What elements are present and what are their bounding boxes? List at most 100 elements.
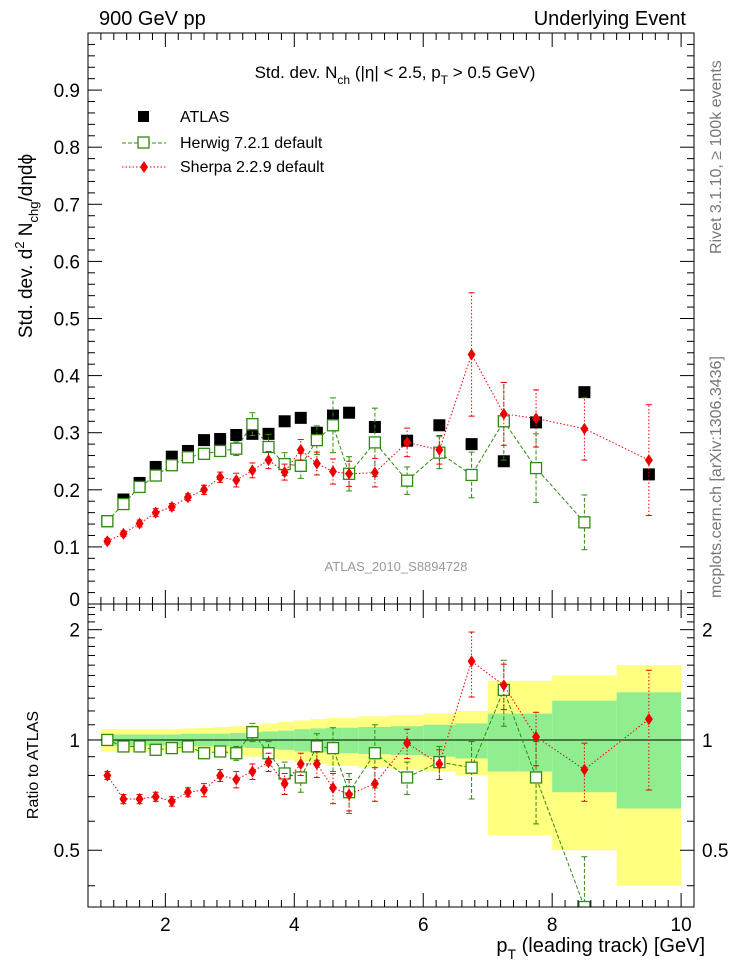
legend-sherpa-marker xyxy=(140,161,148,173)
main-herwig-point xyxy=(368,436,382,449)
legend-atlas-label: ATLAS xyxy=(180,109,230,126)
main-atlas-point xyxy=(497,455,510,468)
ratio-plot-panel: 0.5 0.5 1 1 2 2 2 4 6 8 10 Ratio to ATLAS pT (lead… xyxy=(25,603,728,962)
ratio-y-tick-label-left: 1 xyxy=(69,731,80,752)
ratio-sherpa-point xyxy=(119,792,128,805)
ratio-sherpa-point xyxy=(644,713,653,726)
analysis-category-label: Underlying Event xyxy=(533,8,686,30)
main-atlas-point xyxy=(294,411,307,424)
main-y-tick-label: 0.4 xyxy=(54,367,81,388)
ratio-herwig-point xyxy=(165,741,178,755)
main-herwig-point xyxy=(400,474,414,487)
ratio-herwig-point xyxy=(246,726,259,739)
ratio-sherpa-point xyxy=(216,769,225,782)
main-y-tick-label: 0.3 xyxy=(54,424,80,445)
main-sherpa-point xyxy=(248,464,257,477)
main-y-axis-label: Std. dev. d2 Nchg/dηdϕ xyxy=(12,154,41,338)
main-herwig-point xyxy=(197,447,211,460)
main-sherpa-point xyxy=(312,457,321,470)
main-herwig-point xyxy=(165,459,178,472)
main-sherpa-point xyxy=(467,348,476,361)
ratio-sherpa-point xyxy=(580,763,589,776)
ratio-sherpa-point xyxy=(103,769,112,782)
main-sherpa-point xyxy=(264,454,273,467)
ratio-stat-uncertainty-band xyxy=(342,727,359,754)
ratio-stat-uncertainty-band xyxy=(552,700,617,793)
main-title: Std. dev. Nch (|η| < 2.5, pT > 0.5 GeV) xyxy=(255,63,536,87)
ratio-sherpa-point xyxy=(328,781,337,794)
main-atlas-point xyxy=(262,427,275,440)
main-sherpa-point xyxy=(200,483,209,496)
ratio-herwig-point xyxy=(578,900,591,907)
ratio-herwig-point xyxy=(197,747,211,760)
main-sherpa-point xyxy=(135,517,144,530)
ratio-herwig-point xyxy=(465,761,478,774)
main-y-tick-label: 0.9 xyxy=(54,81,80,102)
main-sherpa-point xyxy=(183,491,192,504)
main-sherpa-point xyxy=(216,471,225,484)
ratio-y-tick-label-right: 1 xyxy=(702,731,713,752)
legend-entry-herwig: Herwig 7.2.1 default xyxy=(122,135,323,152)
x-tick-label: 10 xyxy=(671,915,692,936)
ratio-y-tick-label-left: 0.5 xyxy=(54,841,80,862)
main-herwig-point xyxy=(133,480,146,494)
ratio-herwig-point xyxy=(230,747,243,760)
ratio-y-tick-label-right: 2 xyxy=(702,621,713,642)
main-herwig-point xyxy=(117,497,130,511)
x-tick-label: 4 xyxy=(289,915,300,936)
main-sherpa-point xyxy=(296,443,305,456)
ratio-herwig-point xyxy=(400,771,414,784)
ratio-sherpa-point xyxy=(183,786,192,799)
legend-entry-sherpa: Sherpa 2.2.9 default xyxy=(122,159,325,176)
ratio-y-tick-label-left: 2 xyxy=(69,621,80,642)
main-sherpa-point xyxy=(328,465,337,478)
ratio-sherpa-point xyxy=(345,788,354,801)
ratio-herwig-point xyxy=(529,771,543,784)
main-y-tick-label-zero: 0 xyxy=(69,590,80,611)
main-sherpa-point xyxy=(280,466,289,479)
main-sherpa-point xyxy=(644,454,653,467)
main-sherpa-point xyxy=(103,535,112,548)
main-herwig-point xyxy=(294,459,307,472)
main-herwig-point xyxy=(262,440,275,454)
main-atlas-point xyxy=(465,438,478,451)
main-herwig-point xyxy=(230,442,243,455)
main-sherpa-point xyxy=(151,506,160,519)
main-y-tick-label: 0.2 xyxy=(54,481,80,502)
main-sherpa-point xyxy=(119,527,128,540)
main-y-tick-label: 0.7 xyxy=(54,195,80,216)
ratio-y-axis-label: Ratio to ATLAS xyxy=(25,711,42,819)
ratio-sherpa-point xyxy=(248,765,257,778)
ratio-sherpa-point xyxy=(151,790,160,803)
x-tick-label: 6 xyxy=(418,915,429,936)
main-atlas-point xyxy=(433,419,446,432)
main-plot-frame xyxy=(87,32,695,605)
main-herwig-point xyxy=(214,444,227,458)
main-atlas-point xyxy=(198,434,211,447)
main-atlas-point xyxy=(230,428,243,441)
ratio-sherpa-point xyxy=(135,792,144,805)
ratio-sherpa-point xyxy=(403,737,412,750)
main-herwig-point xyxy=(101,515,114,528)
main-herwig-point xyxy=(310,433,324,447)
main-sherpa-point xyxy=(232,474,241,487)
ratio-sherpa-point xyxy=(264,756,273,769)
main-sherpa-point xyxy=(370,466,379,479)
ratio-sherpa-point xyxy=(499,679,508,692)
ratio-sherpa-point xyxy=(532,730,541,743)
ratio-herwig-point xyxy=(294,771,307,784)
main-herwig-point xyxy=(326,419,340,432)
main-atlas-point xyxy=(214,432,227,445)
main-sherpa-point xyxy=(580,422,589,435)
main-atlas-point xyxy=(642,468,655,481)
main-sherpa-point xyxy=(499,407,508,420)
ratio-herwig-point xyxy=(117,740,130,753)
ratio-herwig-point xyxy=(181,740,195,753)
main-atlas-point xyxy=(278,415,291,428)
ratio-sherpa-point xyxy=(435,757,444,770)
ratio-sherpa-point xyxy=(312,757,321,770)
x-axis-label: pT (leading track) [GeV] xyxy=(496,935,705,962)
main-sherpa-point xyxy=(167,500,176,513)
main-herwig-point xyxy=(246,417,259,431)
main-sherpa-point xyxy=(532,412,541,425)
